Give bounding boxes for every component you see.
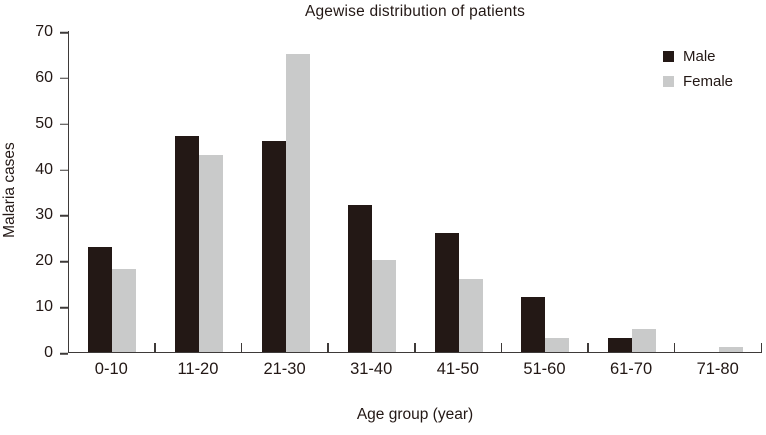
x-boundary-tick <box>500 343 503 352</box>
male-swatch-icon <box>663 51 674 62</box>
y-tick-label: 60 <box>35 68 53 86</box>
female-bar-51-60 <box>545 338 570 352</box>
x-tick-label-21-30: 21-30 <box>263 360 306 378</box>
x-boundary-tick <box>154 343 156 352</box>
plot-area: 0 10 20 30 40 50 60 70 <box>35 24 762 361</box>
x-axis-label: Age group (year) <box>356 406 474 423</box>
x-boundary-tick <box>327 343 329 352</box>
y-tick-label: 30 <box>35 206 53 224</box>
bars-layer <box>69 31 762 352</box>
x-tick-label-31-40: 31-40 <box>350 360 393 378</box>
legend-item-female: Female <box>663 73 733 90</box>
chart-title: Agewise distribution of patients <box>304 3 526 20</box>
male-bar-51-60 <box>521 296 546 352</box>
x-tick-label-41-50: 41-50 <box>436 360 479 378</box>
male-bar-61-70 <box>608 338 633 352</box>
x-tick-label-11-20: 11-20 <box>177 360 219 378</box>
x-tick-label-0-10: 0-10 <box>94 360 128 378</box>
x-ticks-row: 0-10 11-20 21-30 31-40 41-50 51-60 61-70 71-80 <box>68 360 761 379</box>
bar-group-51-60 <box>502 31 589 352</box>
x-boundary-tick <box>760 343 762 352</box>
y-tick-label: 0 <box>44 344 53 361</box>
bar-group-11-20 <box>156 31 243 352</box>
y-tick-mark <box>59 31 68 34</box>
x-tick-label-71-80: 71-80 <box>696 360 739 378</box>
male-bar-0-10 <box>88 246 113 352</box>
legend-label-male: Male <box>683 48 716 65</box>
x-boundary-tick <box>414 343 416 352</box>
female-bar-31-40 <box>372 260 397 352</box>
male-bar-31-40 <box>348 205 373 352</box>
y-tick-label: 40 <box>35 160 53 178</box>
female-bar-11-20 <box>198 154 223 352</box>
y-tick-label: 70 <box>35 23 53 40</box>
y-tick-mark <box>59 215 68 217</box>
legend-label-female: Female <box>683 73 734 90</box>
female-bar-21-30 <box>285 53 310 352</box>
y-tick-label: 10 <box>35 298 53 316</box>
bar-group-61-70 <box>589 31 676 352</box>
female-swatch-icon <box>663 76 674 87</box>
x-boundary-tick <box>240 343 243 352</box>
y-tick-mark <box>59 169 68 171</box>
x-tick-label-51-60: 51-60 <box>523 360 566 378</box>
x-tick-label-61-70: 61-70 <box>609 360 653 378</box>
female-bar-71-80 <box>718 347 743 352</box>
female-bar-61-70 <box>632 329 657 352</box>
legend: Male Female <box>663 48 733 90</box>
female-bar-41-50 <box>458 278 483 352</box>
legend-item-male: Male <box>663 48 733 65</box>
male-bar-41-50 <box>434 232 459 352</box>
y-tick-mark <box>59 352 68 355</box>
y-tick-label: 50 <box>35 114 53 132</box>
x-boundary-tick <box>673 343 676 352</box>
bar-group-31-40 <box>329 31 416 352</box>
y-axis-label: Malaria cases <box>1 142 18 238</box>
y-tick-mark <box>59 306 68 309</box>
bar-group-71-80 <box>675 31 762 352</box>
bar-group-0-10 <box>69 31 156 352</box>
y-tick-mark <box>59 77 68 80</box>
x-boundary-tick <box>587 343 589 352</box>
male-bar-11-20 <box>174 136 199 352</box>
male-bar-21-30 <box>261 141 286 352</box>
female-bar-0-10 <box>112 269 137 352</box>
bar-group-41-50 <box>416 31 503 352</box>
y-tick-label: 20 <box>35 252 53 270</box>
bar-group-21-30 <box>242 31 329 352</box>
y-tick-mark <box>59 261 68 263</box>
y-tick-mark <box>59 123 68 125</box>
